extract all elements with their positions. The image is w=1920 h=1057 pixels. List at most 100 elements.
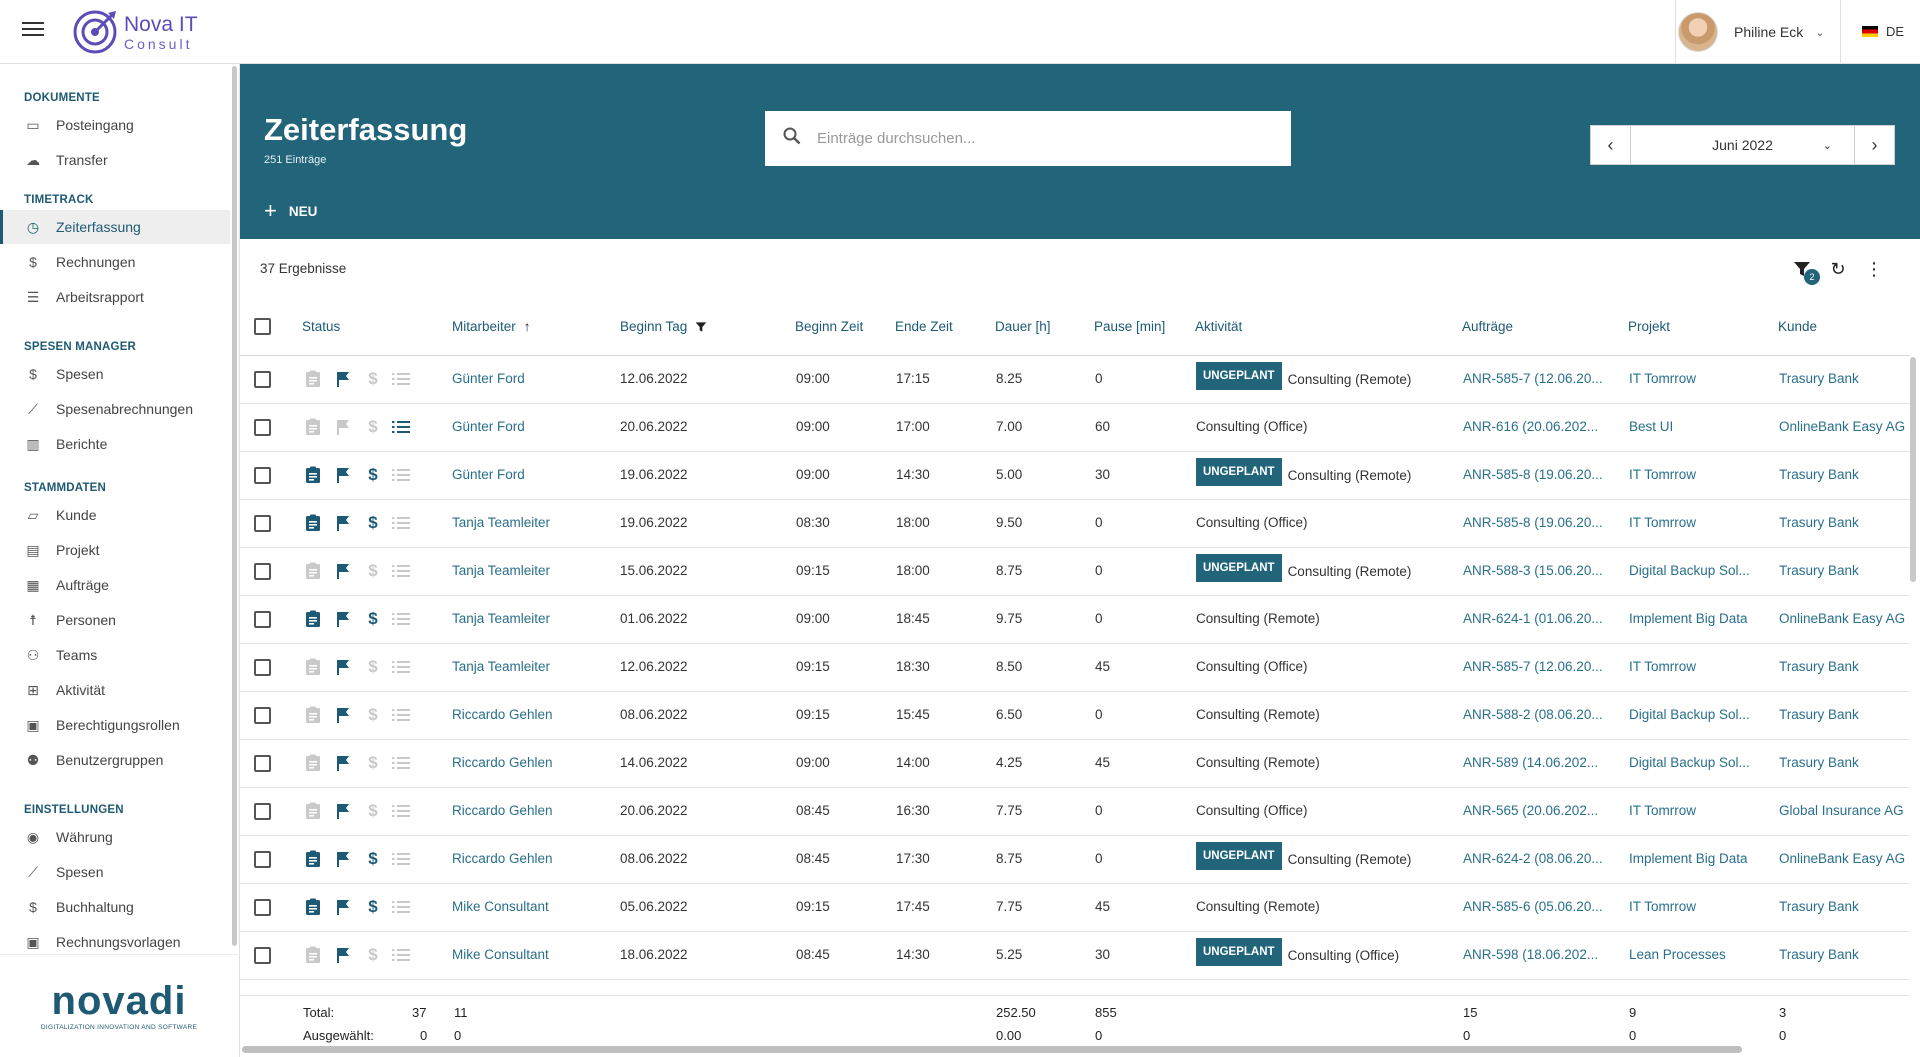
customer-link[interactable]: Trasury Bank [1779,563,1859,578]
flag-icon[interactable] [332,512,354,534]
order-link[interactable]: ANR-598 (18.06.202... [1463,947,1599,962]
filter-button[interactable]: 2 [1786,253,1820,285]
clipboard-icon[interactable] [302,560,324,582]
column-aktivitaet[interactable]: Aktivität [1195,319,1243,334]
table-row[interactable]: $ Tanja Teamleiter 19.06.2022 08:30 18:00 9.5… [240,500,1910,548]
row-checkbox[interactable] [254,755,271,772]
flag-icon[interactable] [332,560,354,582]
flag-icon[interactable] [332,800,354,822]
clipboard-icon[interactable] [302,896,324,918]
order-link[interactable]: ANR-624-1 (01.06.20... [1463,611,1603,626]
list-icon[interactable] [390,752,412,774]
row-checkbox[interactable] [254,515,271,532]
flag-icon[interactable] [332,656,354,678]
refresh-button[interactable]: ↻ [1822,253,1854,285]
list-icon[interactable] [390,368,412,390]
sidebar-item-rechnungen[interactable]: $ Rechnungen [0,245,230,279]
employee-link[interactable]: Riccardo Gehlen [452,755,553,770]
table-row[interactable]: $ Riccardo Gehlen 20.06.2022 08:45 16:30 7.75… [240,788,1910,836]
table-row[interactable]: $ Riccardo Gehlen 14.06.2022 09:00 14:00 4.25… [240,740,1910,788]
column-dauer[interactable]: Dauer [h] [995,319,1051,334]
flag-icon[interactable] [332,608,354,630]
sidebar-item-zeiterfassung[interactable]: ◷ Zeiterfassung [0,210,230,244]
flag-icon[interactable] [332,896,354,918]
column-status[interactable]: Status [302,319,341,334]
clipboard-icon[interactable] [302,512,324,534]
order-link[interactable]: ANR-585-8 (19.06.20... [1463,515,1603,530]
sidebar-item-aufträge[interactable]: ▦ Aufträge [0,568,230,602]
dollar-icon[interactable]: $ [368,465,378,484]
row-checkbox[interactable] [254,947,271,964]
column-beginn-tag[interactable]: Beginn Tag [620,319,707,334]
project-link[interactable]: IT Tomrrow [1629,371,1697,386]
sidebar-item-aktivität[interactable]: ⊞ Aktivität [0,673,230,707]
customer-link[interactable]: Trasury Bank [1779,515,1859,530]
order-link[interactable]: ANR-585-7 (12.06.20... [1463,659,1603,674]
customer-link[interactable]: Global Insurance AG [1779,803,1904,818]
employee-link[interactable]: Tanja Teamleiter [452,563,551,578]
dollar-icon[interactable]: $ [368,753,378,772]
dollar-icon[interactable]: $ [368,561,378,580]
column-pause[interactable]: Pause [min] [1094,319,1166,334]
employee-link[interactable]: Riccardo Gehlen [452,707,553,722]
select-all-checkbox[interactable] [254,318,271,335]
table-row[interactable]: $ Tanja Teamleiter 01.06.2022 09:00 18:45 9.7… [240,596,1910,644]
list-icon[interactable] [390,896,412,918]
clipboard-icon[interactable] [302,416,324,438]
flag-icon[interactable] [332,368,354,390]
list-icon[interactable] [390,608,412,630]
next-month-button[interactable]: › [1854,126,1894,164]
order-link[interactable]: ANR-588-3 (15.06.20... [1463,563,1603,578]
sidebar-item-spesen[interactable]: ⟋ Spesen [0,855,230,889]
project-link[interactable]: IT Tomrrow [1629,803,1697,818]
employee-link[interactable]: Riccardo Gehlen [452,803,553,818]
row-checkbox[interactable] [254,419,271,436]
column-beginn-zeit[interactable]: Beginn Zeit [795,319,864,334]
order-link[interactable]: ANR-585-6 (05.06.20... [1463,899,1603,914]
column-projekt[interactable]: Projekt [1628,319,1671,334]
list-icon[interactable] [390,656,412,678]
customer-link[interactable]: Trasury Bank [1779,707,1859,722]
sidebar-item-währung[interactable]: ◉ Währung [0,820,230,854]
table-row[interactable]: $ Riccardo Gehlen 08.06.2022 08:45 17:30 8.75… [240,836,1910,884]
project-link[interactable]: Implement Big Data [1629,611,1748,626]
project-link[interactable]: Implement Big Data [1629,851,1748,866]
clipboard-icon[interactable] [302,848,324,870]
search-input[interactable] [817,130,1257,147]
dollar-icon[interactable]: $ [368,705,378,724]
row-checkbox[interactable] [254,707,271,724]
order-link[interactable]: ANR-585-8 (19.06.20... [1463,467,1603,482]
row-checkbox[interactable] [254,803,271,820]
column-mitarbeiter[interactable]: Mitarbeiter ↑ [452,319,531,334]
clipboard-icon[interactable] [302,944,324,966]
order-link[interactable]: ANR-585-7 (12.06.20... [1463,371,1603,386]
month-select[interactable]: Juni 2022 ⌄ [1631,126,1854,164]
dollar-icon[interactable]: $ [368,417,378,436]
list-icon[interactable] [390,560,412,582]
language-switcher[interactable]: DE [1862,24,1904,39]
list-icon[interactable] [390,944,412,966]
order-link[interactable]: ANR-616 (20.06.202... [1463,419,1599,434]
table-row[interactable]: $ Günter Ford 19.06.2022 09:00 14:30 5.00 30 UN… [240,452,1910,500]
column-auftraege[interactable]: Aufträge [1462,319,1514,334]
customer-link[interactable]: Trasury Bank [1779,755,1859,770]
list-icon[interactable] [390,848,412,870]
order-link[interactable]: ANR-565 (20.06.202... [1463,803,1599,818]
customer-link[interactable]: OnlineBank Easy AG [1779,611,1906,626]
prev-month-button[interactable]: ‹ [1591,126,1631,164]
table-row[interactable]: $ Riccardo Gehlen 08.06.2022 09:15 15:45 6.50… [240,692,1910,740]
row-checkbox[interactable] [254,851,271,868]
employee-link[interactable]: Günter Ford [452,371,525,386]
sidebar-item-spesenabrechnungen[interactable]: ⟋ Spesenabrechnungen [0,392,230,426]
user-menu[interactable]: Philine Eck ⌄ [1678,12,1824,52]
flag-icon[interactable] [332,944,354,966]
table-row[interactable]: $ Mike Consultant 05.06.2022 09:15 17:45 7.75… [240,884,1910,932]
sidebar-item-kunde[interactable]: ▱ Kunde [0,498,230,532]
sidebar-item-berichte[interactable]: ▥ Berichte [0,427,230,461]
more-options-button[interactable]: ⋮ [1858,253,1890,285]
menu-icon[interactable] [22,22,44,40]
project-link[interactable]: IT Tomrrow [1629,899,1697,914]
row-checkbox[interactable] [254,611,271,628]
project-link[interactable]: Digital Backup Sol... [1629,707,1750,722]
customer-link[interactable]: Trasury Bank [1779,947,1859,962]
